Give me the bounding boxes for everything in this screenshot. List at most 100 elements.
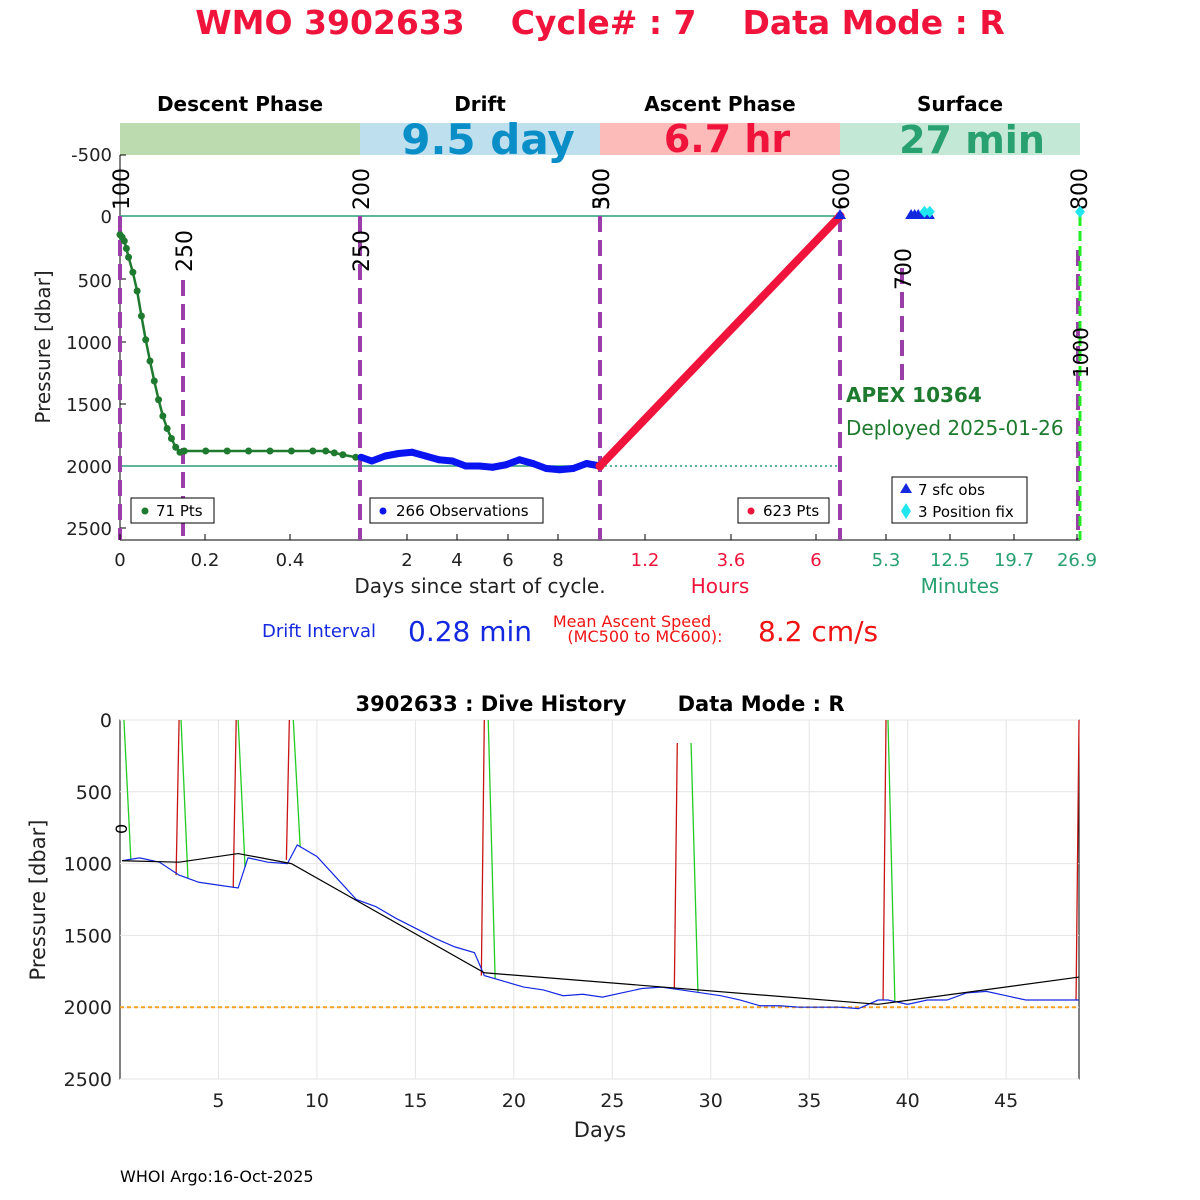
legend-surface-fix-label: 3 Position fix [918,503,1014,521]
descent-spike [292,719,301,847]
surface-series [834,205,1085,219]
bottom-y-tick: 2500 [64,1069,112,1091]
descent-point [125,253,133,261]
ascent-series [595,211,845,471]
bottom-x-ticks: 5 10 15 20 25 30 35 40 45 [212,1090,1018,1112]
x-axis-label-days: Days since start of cycle. [354,574,605,598]
descent-point [287,447,295,455]
descent-spike [180,719,189,879]
drift-point [448,457,456,465]
drift-point [515,456,523,464]
position-fix-point [924,205,935,218]
top-y-tick: 1500 [66,395,112,416]
descent-point [137,312,145,320]
legend-ascent-label: 623 Pts [763,502,819,520]
drift-point [368,457,376,465]
descent-point [129,268,137,276]
descent-spike [487,719,496,979]
drift-point [475,462,483,470]
x-tick-hour: 6 [810,550,821,571]
top-x-ticks-hours: 1.2 3.6 6 [631,550,822,571]
top-x-ticks-minutes: 5.3 12.5 19.7 26.9 [872,550,1097,571]
phase-duration-drift: 9.5 day [401,115,575,164]
park-pressure-line [121,844,1079,1010]
bottom-y-axis-label: Pressure [dbar] [26,820,50,981]
ascent-line [596,212,844,470]
bottom-x-tick: 15 [403,1090,427,1112]
ascent-speed-label-1: Mean Ascent Speed [553,612,711,631]
descent-point [245,447,253,455]
descent-point [180,447,188,455]
legend-marker [141,507,149,515]
ascent-spike [480,719,485,976]
x-tick-day: 4 [451,550,462,571]
x-axis-label-minutes: Minutes [921,574,1000,598]
bottom-x-tick: 25 [600,1090,624,1112]
bottom-x-tick: 10 [305,1090,329,1112]
drift-point [435,456,443,464]
bottom-x-tick: 35 [797,1090,821,1112]
bottom-plot-area [119,719,1080,1080]
mc-label-1000: 1000 [1069,327,1093,378]
bottom-x-tick: 30 [699,1090,723,1112]
drift-point [357,453,365,461]
mc-label-250-descent: 250 [173,230,198,272]
descent-point [339,451,347,459]
phase-title-surface: Surface [917,92,1003,116]
drift-series [357,448,604,474]
bottom-y-tick: 1000 [64,854,112,876]
descent-point [150,377,158,385]
drift-point [542,465,550,472]
legend-marker-triangle [900,483,912,493]
bottom-y-tick: 500 [76,782,112,804]
surface-obs-point [834,209,846,219]
mc-label-100: 100 [110,168,135,210]
top-y-tick: 500 [78,271,112,292]
ascent-spike [285,719,291,860]
drift-point [529,460,537,467]
legend-descent-label: 71 Pts [156,502,203,520]
bottom-chart: 3902633 : Dive History Data Mode : R 0 0… [26,692,1080,1142]
drift-point [422,452,430,460]
ascent-spike [673,742,678,990]
descent-point [155,396,163,404]
drift-point [489,463,497,471]
drift-point [569,465,577,472]
mc-label-500: 500 [590,168,615,210]
legend-drift-label: 266 Observations [396,502,529,520]
mc-label-300: 300 [590,168,615,210]
drift-point [502,461,510,469]
float-model: APEX 10364 [846,383,982,407]
ascent-point [595,461,605,471]
mc-label-200: 200 [350,168,375,210]
descent-point [172,443,180,451]
bottom-x-tick: 5 [212,1090,224,1112]
legend-drift: 266 Observations [369,497,544,524]
bottom-x-tick: 45 [994,1090,1018,1112]
ascent-speed-label-2: (MC500 to MC600): [567,627,722,646]
descent-point [322,447,330,455]
legend-surface-obs-label: 7 sfc obs [918,481,985,499]
bottom-x-axis-label: Days [574,1118,626,1142]
top-y-axis-label: Pressure [dbar] [31,270,55,423]
top-y-ticks: -500 0 500 1000 1500 2000 2500 [66,145,112,540]
top-y-tick: 0 [101,207,112,228]
mission-code-labels: 100 250 200 250 300 500 600 700 800 1000 [110,168,1093,378]
float-deployed: Deployed 2025-01-26 [846,416,1064,440]
descent-series [116,231,360,461]
phase-band-ascent [600,123,840,155]
drift-interval-label: Drift Interval [262,621,376,642]
x-tick-day: 0.2 [191,550,220,571]
descent-point [223,447,231,455]
legend-marker [379,507,387,515]
mc-label-800: 800 [1068,168,1093,210]
drift-point [381,452,389,460]
drift-point [583,460,591,467]
legend-marker-diamond [901,503,911,519]
bottom-y-tick: 0 [100,710,112,732]
mc-label-700: 700 [892,248,917,290]
footer-credit: WHOI Argo:16-Oct-2025 [120,1167,314,1186]
ascent-spike [175,719,180,876]
position-fix-point [919,205,930,218]
phase-duration-surface: 27 min [899,118,1045,162]
